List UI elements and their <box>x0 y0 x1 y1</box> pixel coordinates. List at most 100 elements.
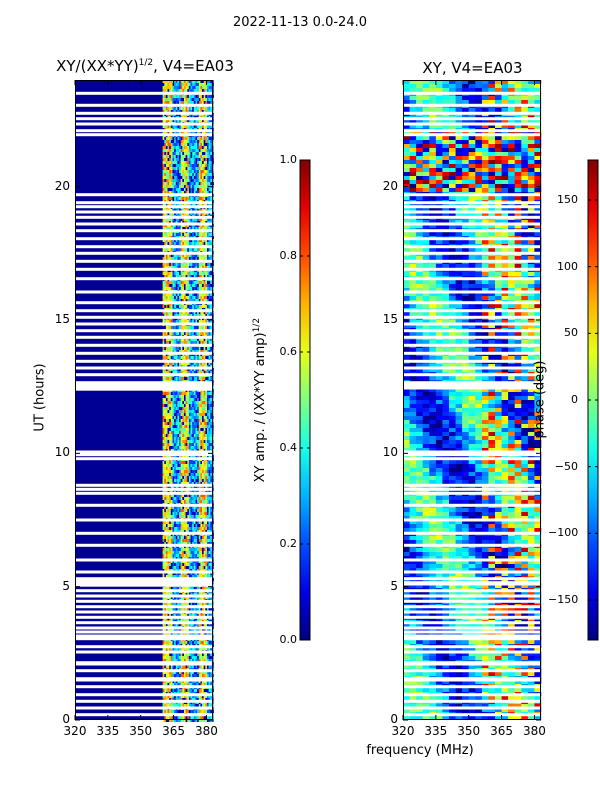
left-heatmap-cell <box>205 437 208 440</box>
left-heatmap-cell <box>180 110 183 113</box>
left-heatmap-cell <box>179 257 181 260</box>
left-heatmap-cell <box>165 527 168 530</box>
left-heatmap-cell <box>184 179 186 182</box>
left-heatmap-cell <box>202 524 204 527</box>
left-heatmap-cell <box>170 248 173 251</box>
left-heatmap-cell <box>175 161 178 164</box>
left-heatmap-cell <box>202 419 204 422</box>
left-heatmap-cell <box>169 257 172 260</box>
left-heatmap-cell <box>193 326 196 329</box>
left-heatmap-cell <box>174 143 177 146</box>
left-heatmap-cell <box>195 539 198 542</box>
left-heatmap-cell <box>165 191 168 194</box>
left-heatmap-cell <box>192 239 195 242</box>
left-heatmap-cell <box>202 272 204 275</box>
left-heatmap-cell <box>187 167 190 170</box>
left-heatmap-cell <box>193 524 196 527</box>
left-heatmap-cell <box>203 341 206 344</box>
left-heatmap-cell <box>170 242 173 245</box>
left-heatmap-cell <box>169 347 172 350</box>
left-heatmap-cell <box>182 287 185 290</box>
left-heatmap-cell <box>192 287 195 290</box>
left-heatmap-cell <box>193 350 196 353</box>
left-heatmap-cell <box>175 521 178 524</box>
left-heatmap-cell <box>162 437 165 440</box>
left-heatmap-cell <box>190 371 193 374</box>
left-heatmap-cell <box>175 461 178 464</box>
left-heatmap-cell <box>207 257 209 260</box>
left-heatmap-cell <box>162 146 165 149</box>
left-heatmap-cell <box>203 149 206 152</box>
left-heatmap-cell <box>167 461 170 464</box>
left-heatmap-cell <box>167 410 170 413</box>
left-heatmap-cell <box>188 419 191 422</box>
left-heatmap-cell <box>164 125 167 128</box>
left-heatmap-cell <box>175 242 178 245</box>
left-heatmap-cell <box>198 455 201 458</box>
left-heatmap-cell <box>188 473 191 476</box>
left-heatmap-cell <box>182 356 185 359</box>
left-heatmap-cell <box>180 293 183 296</box>
left-heatmap-cell <box>174 266 177 269</box>
left-heatmap-cell <box>170 131 173 134</box>
left-heatmap-cell <box>184 362 186 365</box>
left-heatmap-cell <box>202 338 204 341</box>
left-heatmap-cell <box>174 509 177 512</box>
left-heatmap-cell <box>188 437 191 440</box>
left-heatmap-cell <box>169 437 172 440</box>
left-heatmap-cell <box>205 554 208 557</box>
left-heatmap-cell <box>180 362 183 365</box>
left-heatmap-cell <box>165 311 168 314</box>
left-heatmap-cell <box>164 152 167 155</box>
left-heatmap-cell <box>177 299 180 302</box>
left-heatmap-cell <box>174 416 177 419</box>
left-heatmap-cell <box>184 548 186 551</box>
left-heatmap-cell <box>167 542 170 545</box>
left-heatmap-cell <box>188 311 191 314</box>
left-heatmap-cell <box>192 161 195 164</box>
left-heatmap-cell <box>184 341 186 344</box>
left-heatmap-cell <box>190 440 193 443</box>
left-heatmap-cell <box>165 170 168 173</box>
left-heatmap-cell <box>177 527 180 530</box>
left-heatmap-cell <box>165 416 168 419</box>
left-heatmap-cell <box>180 455 183 458</box>
left-heatmap-cell <box>169 86 172 89</box>
left-heatmap-cell <box>190 410 193 413</box>
left-heatmap-cell <box>192 146 195 149</box>
left-heatmap-cell <box>174 506 177 509</box>
left-heatmap-cell <box>190 527 193 530</box>
left-heatmap-cell <box>195 89 198 92</box>
left-heatmap-cell <box>179 410 181 413</box>
left-heatmap-cell <box>187 86 190 89</box>
left-heatmap-cell <box>190 548 193 551</box>
left-heatmap-cell <box>184 101 186 104</box>
left-heatmap-cell <box>198 131 201 134</box>
left-heatmap-cell <box>182 254 185 257</box>
left-heatmap-cell <box>203 515 206 518</box>
left-heatmap-cell <box>180 392 183 395</box>
left-heatmap-cell <box>177 98 180 101</box>
left-heatmap-cell <box>190 347 193 350</box>
left-heatmap-cell <box>172 527 175 530</box>
left-heatmap-cell <box>165 83 168 86</box>
left-heatmap-cell <box>162 164 165 167</box>
left-heatmap-cell <box>197 425 200 428</box>
left-heatmap-cell <box>188 146 191 149</box>
left-heatmap-cell <box>197 98 200 101</box>
left-heatmap-cell <box>187 287 190 290</box>
left-heatmap-cell <box>188 407 191 410</box>
left-heatmap-cell <box>190 239 193 242</box>
left-heatmap-cell <box>197 95 200 98</box>
left-heatmap-cell <box>190 140 193 143</box>
left-heatmap-cell <box>207 434 209 437</box>
left-heatmap-cell <box>180 551 183 554</box>
left-heatmap-cell <box>182 455 185 458</box>
left-heatmap-cell <box>175 314 178 317</box>
left-heatmap-cell <box>179 497 181 500</box>
left-heatmap-cell <box>192 314 195 317</box>
left-heatmap-cell <box>162 479 165 482</box>
left-heatmap-cell <box>184 350 186 353</box>
left-heatmap-cell <box>195 119 198 122</box>
left-heatmap-cell <box>200 446 203 449</box>
